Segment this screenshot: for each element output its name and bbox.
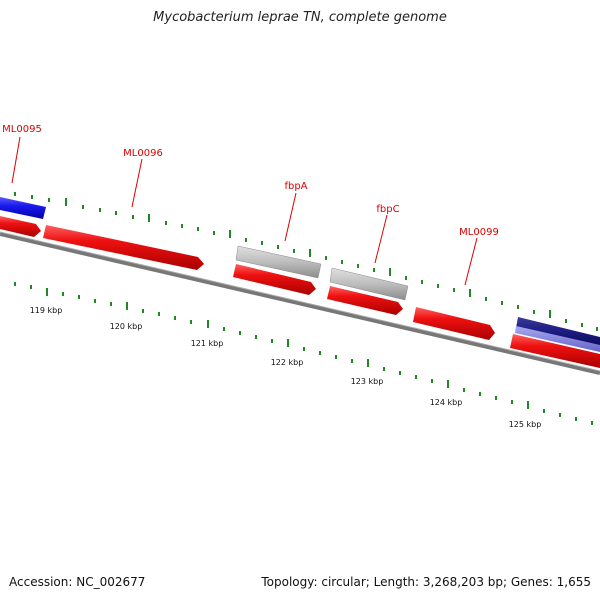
genome-backbone bbox=[0, 232, 600, 375]
leader-line-ML0096 bbox=[131, 158, 143, 208]
cds-arrow-ML0099[interactable] bbox=[413, 307, 495, 340]
scale-label: 123 kbp bbox=[351, 377, 384, 386]
scale-label: 119 kbp bbox=[30, 306, 63, 315]
cds-arrow-ML0095[interactable] bbox=[0, 216, 41, 237]
map-title: Mycobacterium leprae TN, complete genome bbox=[153, 10, 447, 25]
scale-label: 124 kbp bbox=[430, 398, 463, 407]
blue-feature-ML0095[interactable] bbox=[0, 197, 46, 219]
scale-label: 122 kbp bbox=[271, 358, 304, 367]
lavender-feature-ML0100[interactable] bbox=[515, 326, 600, 352]
gene-label-ML0095[interactable]: ML0095 bbox=[2, 124, 42, 135]
scale-label: 120 kbp bbox=[110, 322, 143, 331]
gray-feature-fbpC[interactable] bbox=[329, 267, 409, 301]
leader-line-fbpC bbox=[374, 214, 388, 264]
gene-label-fbpA[interactable]: fbpA bbox=[284, 181, 307, 192]
scale-label: 121 kbp bbox=[191, 339, 224, 348]
outer-tick-ring bbox=[14, 192, 598, 331]
accession-label: Accession: NC_002677 bbox=[9, 575, 146, 589]
gene-label-fbpC[interactable]: fbpC bbox=[376, 204, 399, 215]
genome-backbone-highlight bbox=[0, 231, 600, 372]
gene-label-ML0099[interactable]: ML0099 bbox=[459, 227, 499, 238]
inner-tick-ring bbox=[14, 282, 593, 425]
leader-line-ML0099 bbox=[464, 237, 478, 286]
leader-line-fbpA bbox=[284, 192, 297, 242]
cds-arrow-fbpA[interactable] bbox=[233, 264, 316, 295]
scale-label: 125 kbp bbox=[509, 420, 542, 429]
cds-arrow-ML0096[interactable] bbox=[43, 225, 204, 270]
genome-summary: Topology: circular; Length: 3,268,203 bp… bbox=[261, 575, 591, 589]
cds-arrow-fbpC[interactable] bbox=[327, 286, 403, 315]
leader-line-ML0095 bbox=[11, 136, 21, 184]
gray-feature-fbpA[interactable] bbox=[235, 245, 322, 279]
cds-arrow-ML0100[interactable] bbox=[510, 334, 600, 368]
gene-label-ML0096[interactable]: ML0096 bbox=[123, 148, 163, 159]
